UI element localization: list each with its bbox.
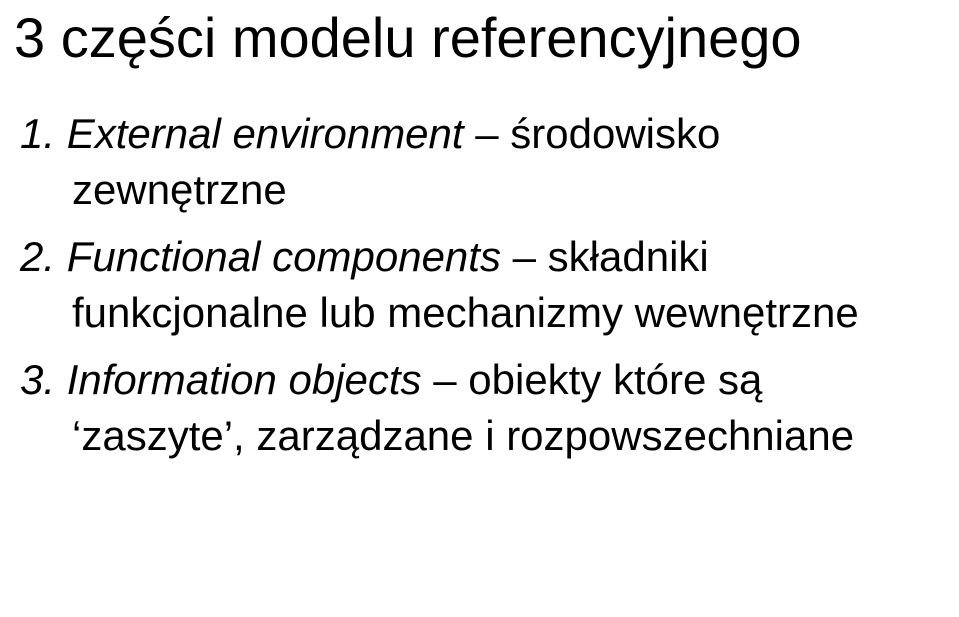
list-item: 2. Functional components – składniki fun… bbox=[20, 229, 945, 340]
item-rest-b: ‘zaszyte’, zarządzane i rozpowszechniane bbox=[72, 412, 854, 459]
item-dash: – bbox=[501, 233, 548, 280]
item-lead: External environment bbox=[67, 110, 464, 157]
item-lead: Functional components bbox=[67, 233, 501, 280]
list-item: 3. Information objects – obiekty które s… bbox=[20, 352, 945, 463]
item-rest-a: obiekty które są bbox=[468, 356, 762, 403]
body-list: 1. External environment – środowisko zew… bbox=[20, 106, 945, 463]
list-item: 1. External environment – środowisko zew… bbox=[20, 106, 945, 217]
item-rest-a: środowisko bbox=[510, 110, 720, 157]
item-number: 3. bbox=[20, 356, 55, 403]
item-lead: Information objects bbox=[67, 356, 422, 403]
slide-container: 3 części modelu referencyjnego 1. Extern… bbox=[0, 0, 959, 617]
item-rest-b: funkcjonalne lub mechanizmy wewnętrzne bbox=[72, 289, 859, 336]
slide-title: 3 części modelu referencyjnego bbox=[14, 6, 945, 70]
item-number: 1. bbox=[20, 110, 55, 157]
item-dash: – bbox=[464, 110, 511, 157]
item-number: 2. bbox=[20, 233, 55, 280]
item-dash: – bbox=[422, 356, 469, 403]
item-rest-a: składniki bbox=[548, 233, 709, 280]
item-rest-b: zewnętrzne bbox=[72, 166, 287, 213]
